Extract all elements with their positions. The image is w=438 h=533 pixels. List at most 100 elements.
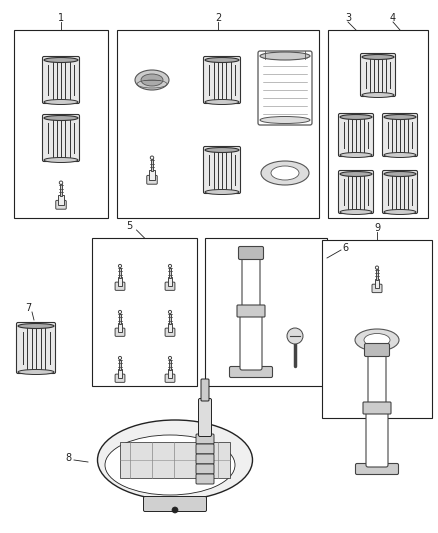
Ellipse shape bbox=[205, 58, 239, 62]
Bar bbox=[117, 30, 319, 218]
Bar bbox=[376, 269, 378, 280]
Ellipse shape bbox=[260, 117, 310, 124]
Ellipse shape bbox=[205, 100, 239, 104]
Bar bbox=[169, 268, 171, 278]
Ellipse shape bbox=[44, 58, 78, 62]
FancyBboxPatch shape bbox=[258, 51, 312, 125]
FancyBboxPatch shape bbox=[242, 256, 260, 308]
Bar bbox=[149, 169, 155, 180]
FancyBboxPatch shape bbox=[144, 497, 206, 512]
Bar bbox=[151, 159, 153, 171]
Ellipse shape bbox=[205, 190, 239, 195]
FancyBboxPatch shape bbox=[382, 114, 417, 157]
FancyBboxPatch shape bbox=[364, 343, 389, 357]
Bar bbox=[118, 369, 122, 378]
Bar bbox=[119, 268, 121, 278]
Ellipse shape bbox=[44, 100, 78, 104]
Ellipse shape bbox=[384, 115, 416, 119]
FancyBboxPatch shape bbox=[339, 171, 374, 214]
FancyBboxPatch shape bbox=[165, 374, 175, 382]
FancyBboxPatch shape bbox=[42, 115, 80, 161]
Bar bbox=[118, 277, 122, 286]
Ellipse shape bbox=[205, 148, 239, 152]
Bar bbox=[14, 30, 108, 218]
Text: 7: 7 bbox=[25, 303, 31, 313]
Circle shape bbox=[118, 357, 122, 360]
FancyBboxPatch shape bbox=[368, 353, 386, 405]
Circle shape bbox=[169, 264, 172, 268]
FancyBboxPatch shape bbox=[147, 175, 157, 184]
Ellipse shape bbox=[44, 116, 78, 120]
Ellipse shape bbox=[18, 369, 54, 375]
Circle shape bbox=[169, 357, 172, 360]
Bar bbox=[205, 238, 327, 386]
FancyBboxPatch shape bbox=[204, 56, 240, 103]
FancyBboxPatch shape bbox=[165, 328, 175, 336]
Text: 6: 6 bbox=[342, 243, 348, 253]
FancyBboxPatch shape bbox=[196, 474, 214, 484]
FancyBboxPatch shape bbox=[230, 367, 272, 377]
FancyBboxPatch shape bbox=[196, 434, 214, 444]
Text: 2: 2 bbox=[215, 13, 221, 23]
Text: 9: 9 bbox=[374, 223, 380, 233]
Ellipse shape bbox=[18, 324, 54, 328]
Ellipse shape bbox=[340, 209, 372, 214]
Ellipse shape bbox=[261, 161, 309, 185]
FancyBboxPatch shape bbox=[115, 282, 125, 290]
Circle shape bbox=[375, 266, 378, 269]
Ellipse shape bbox=[362, 93, 394, 98]
Circle shape bbox=[118, 310, 122, 313]
Ellipse shape bbox=[384, 209, 416, 214]
FancyBboxPatch shape bbox=[339, 114, 374, 157]
FancyBboxPatch shape bbox=[42, 56, 80, 103]
FancyBboxPatch shape bbox=[366, 411, 388, 467]
FancyBboxPatch shape bbox=[17, 322, 56, 374]
Bar bbox=[328, 30, 428, 218]
Text: 5: 5 bbox=[127, 221, 133, 231]
Bar bbox=[168, 277, 172, 286]
Bar bbox=[58, 195, 64, 205]
Text: 1: 1 bbox=[58, 13, 64, 23]
Ellipse shape bbox=[340, 172, 372, 176]
Bar bbox=[118, 323, 122, 332]
Bar bbox=[60, 184, 62, 196]
Circle shape bbox=[287, 328, 303, 344]
Ellipse shape bbox=[340, 152, 372, 157]
Ellipse shape bbox=[44, 157, 78, 163]
Bar bbox=[322, 240, 432, 418]
FancyBboxPatch shape bbox=[360, 53, 396, 96]
Ellipse shape bbox=[271, 166, 299, 180]
Ellipse shape bbox=[364, 334, 390, 346]
FancyBboxPatch shape bbox=[372, 284, 382, 293]
FancyBboxPatch shape bbox=[56, 200, 66, 209]
FancyBboxPatch shape bbox=[201, 379, 209, 401]
Ellipse shape bbox=[105, 435, 235, 495]
Bar bbox=[169, 313, 171, 325]
Bar bbox=[119, 360, 121, 370]
Bar bbox=[168, 323, 172, 332]
Circle shape bbox=[172, 507, 178, 513]
FancyBboxPatch shape bbox=[356, 464, 399, 474]
Bar bbox=[119, 313, 121, 325]
Text: 4: 4 bbox=[390, 13, 396, 23]
FancyBboxPatch shape bbox=[240, 314, 262, 370]
FancyBboxPatch shape bbox=[196, 454, 214, 464]
Ellipse shape bbox=[141, 74, 163, 86]
Circle shape bbox=[59, 181, 63, 184]
FancyBboxPatch shape bbox=[382, 171, 417, 214]
Circle shape bbox=[169, 310, 172, 313]
Ellipse shape bbox=[340, 115, 372, 119]
FancyBboxPatch shape bbox=[165, 282, 175, 290]
FancyBboxPatch shape bbox=[115, 374, 125, 382]
Ellipse shape bbox=[135, 70, 169, 90]
Bar bbox=[120, 442, 230, 478]
FancyBboxPatch shape bbox=[115, 328, 125, 336]
Bar bbox=[169, 360, 171, 370]
Bar bbox=[374, 279, 379, 288]
FancyBboxPatch shape bbox=[196, 464, 214, 474]
Ellipse shape bbox=[355, 329, 399, 351]
FancyBboxPatch shape bbox=[237, 305, 265, 317]
Ellipse shape bbox=[384, 152, 416, 157]
Ellipse shape bbox=[260, 52, 310, 60]
Ellipse shape bbox=[98, 420, 252, 500]
